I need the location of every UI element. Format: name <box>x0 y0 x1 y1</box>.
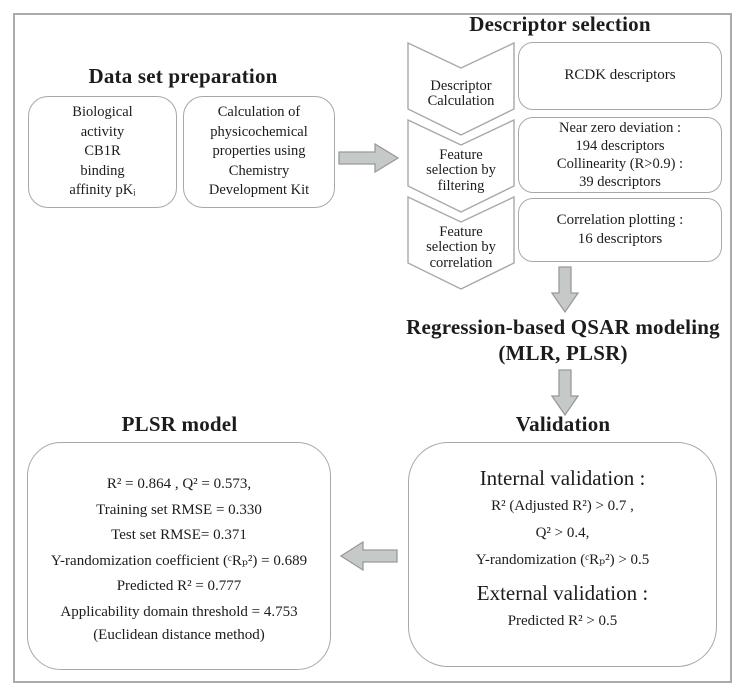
text-line: physicochemical <box>210 123 308 140</box>
box-physicochemical-calculation: Calculation of physicochemical propertie… <box>183 96 335 208</box>
heading-descriptor-selection: Descriptor selection <box>469 12 651 36</box>
box-plsr-model: R² = 0.864 , Q² = 0.573, Training set RM… <box>27 442 331 670</box>
chevron-shape-icon <box>407 42 515 136</box>
text-line: binding <box>80 162 125 179</box>
heading-regression-qsar: Regression-based QSAR modeling (MLR, PLS… <box>348 314 751 366</box>
text-line: R² (Adjusted R²) > 0.7 , <box>491 498 634 514</box>
text-line: filtering <box>437 177 485 194</box>
text-line: affinity pKᵢ <box>69 182 136 199</box>
chevron-shape-icon <box>407 196 515 290</box>
text-line: Applicability domain threshold = 4.753 <box>60 603 298 620</box>
text-line: Chemistry <box>228 162 290 179</box>
text-line: Biological <box>72 104 133 121</box>
box-validation: Internal validation : R² (Adjusted R²) >… <box>408 442 717 667</box>
heading-regression-line1: Regression-based QSAR modeling <box>406 315 720 339</box>
heading-regression-line2: (MLR, PLSR) <box>498 341 628 365</box>
text-line: Collinearity (R>0.9) : <box>556 156 684 172</box>
text-line: 16 descriptors <box>577 231 663 247</box>
text-line: Calculation <box>427 93 495 109</box>
text-line: Development Kit <box>208 182 310 199</box>
text-line: RCDK descriptors <box>564 67 676 84</box>
internal-validation-title: Internal validation : <box>479 466 646 490</box>
text-line: selection by <box>426 162 496 179</box>
heading-plsr-model: PLSR model <box>121 412 238 436</box>
external-validation-title: External validation : <box>476 581 649 605</box>
text-line: Feature <box>439 146 483 163</box>
figure-border <box>13 13 732 683</box>
box-rcdk-descriptors: RCDK descriptors <box>518 42 722 110</box>
text-line: properties using <box>212 143 306 160</box>
arrow-down-icon <box>551 266 579 314</box>
box-biological-activity: Biological activity CB1R binding affinit… <box>28 96 177 208</box>
box-near-zero-collinearity: Near zero deviation : 194 descriptors Co… <box>518 117 722 193</box>
text-line: CB1R <box>84 143 121 160</box>
text-line: Y-randomization coefficient (ᶜRₚ²) = 0.6… <box>50 552 308 569</box>
text-line: 194 descriptors <box>575 138 665 154</box>
arrow-left-icon <box>340 541 398 571</box>
text-line: Calculation of <box>217 104 301 121</box>
arrow-right-icon <box>338 142 400 174</box>
heading-validation: Validation <box>515 412 611 436</box>
text-line: correlation <box>429 254 493 271</box>
text-line: Descriptor <box>430 77 492 94</box>
text-line: Correlation plotting : <box>556 212 684 228</box>
arrow-down-icon <box>551 369 579 417</box>
text-line: Predicted R² = 0.777 <box>116 578 242 594</box>
chevron-descriptor-calculation: Descriptor Calculation <box>407 42 515 136</box>
chevron-feature-filtering: Feature selection by filtering <box>407 119 515 213</box>
text-line: Training set RMSE = 0.330 <box>96 501 262 518</box>
heading-data-set-preparation: Data set preparation <box>88 64 278 88</box>
text-line: activity <box>80 123 125 140</box>
text-line: Q² > 0.4, <box>535 525 590 541</box>
text-line: Predicted R² > 0.5 <box>507 613 618 629</box>
text-line: Near zero deviation : <box>559 120 681 136</box>
chevron-shape-icon <box>407 119 515 213</box>
box-correlation-plotting: Correlation plotting : 16 descriptors <box>518 198 722 262</box>
text-line: (Euclidean distance method) <box>93 627 265 643</box>
text-line: R² = 0.864 , Q² = 0.573, <box>106 476 252 492</box>
chevron-feature-correlation: Feature selection by correlation <box>407 196 515 290</box>
text-line: Test set RMSE= 0.371 <box>111 527 247 543</box>
text-line: 39 descriptors <box>579 174 661 190</box>
text-line: Y-randomization (ᶜRₚ²) > 0.5 <box>475 552 650 568</box>
text-line: Feature <box>439 223 483 240</box>
text-line: selection by <box>426 239 496 256</box>
